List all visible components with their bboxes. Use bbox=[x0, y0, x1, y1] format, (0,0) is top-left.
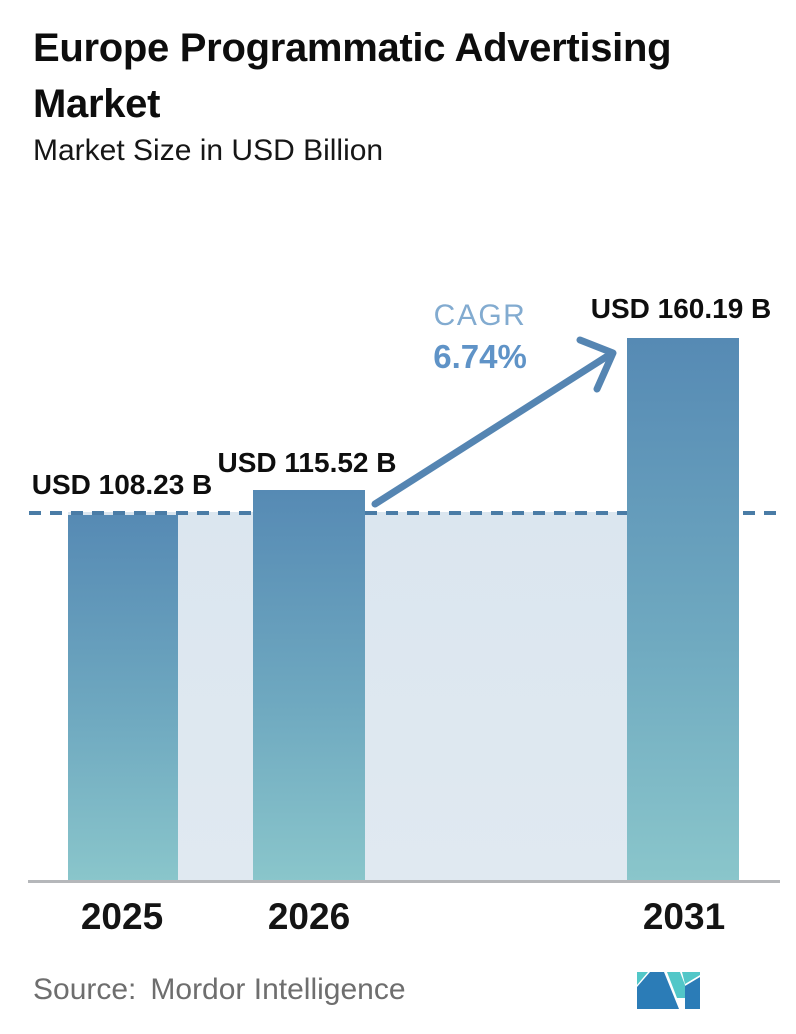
source-attribution: Source: Mordor Intelligence bbox=[33, 973, 406, 1007]
page-title: Europe Programmatic Advertising Market bbox=[33, 26, 672, 126]
bar-value-label-2026: USD 115.52 B bbox=[217, 447, 397, 478]
x-axis-label-2026: 2026 bbox=[267, 896, 351, 937]
mordor-intelligence-logo-icon bbox=[637, 972, 700, 1009]
source-name: Mordor Intelligence bbox=[150, 973, 406, 1006]
bar-2026 bbox=[253, 490, 365, 883]
bar-2025 bbox=[68, 515, 178, 883]
x-axis-label-2031: 2031 bbox=[642, 896, 726, 937]
cagr-label: CAGR bbox=[433, 299, 527, 332]
cagr-annotation: CAGR 6.74% bbox=[433, 299, 527, 376]
bar-value-label-2031: USD 160.19 B bbox=[590, 293, 772, 324]
cagr-value: 6.74% bbox=[433, 338, 527, 375]
bar-value-label-2025: USD 108.23 B bbox=[31, 469, 213, 500]
reference-dashed-line bbox=[29, 511, 783, 515]
chart-subtitle: Market Size in USD Billion bbox=[33, 134, 384, 167]
x-axis-line bbox=[28, 880, 780, 883]
source-label: Source: bbox=[33, 973, 137, 1006]
bar-2031 bbox=[627, 338, 739, 883]
x-axis-label-2025: 2025 bbox=[80, 896, 164, 937]
